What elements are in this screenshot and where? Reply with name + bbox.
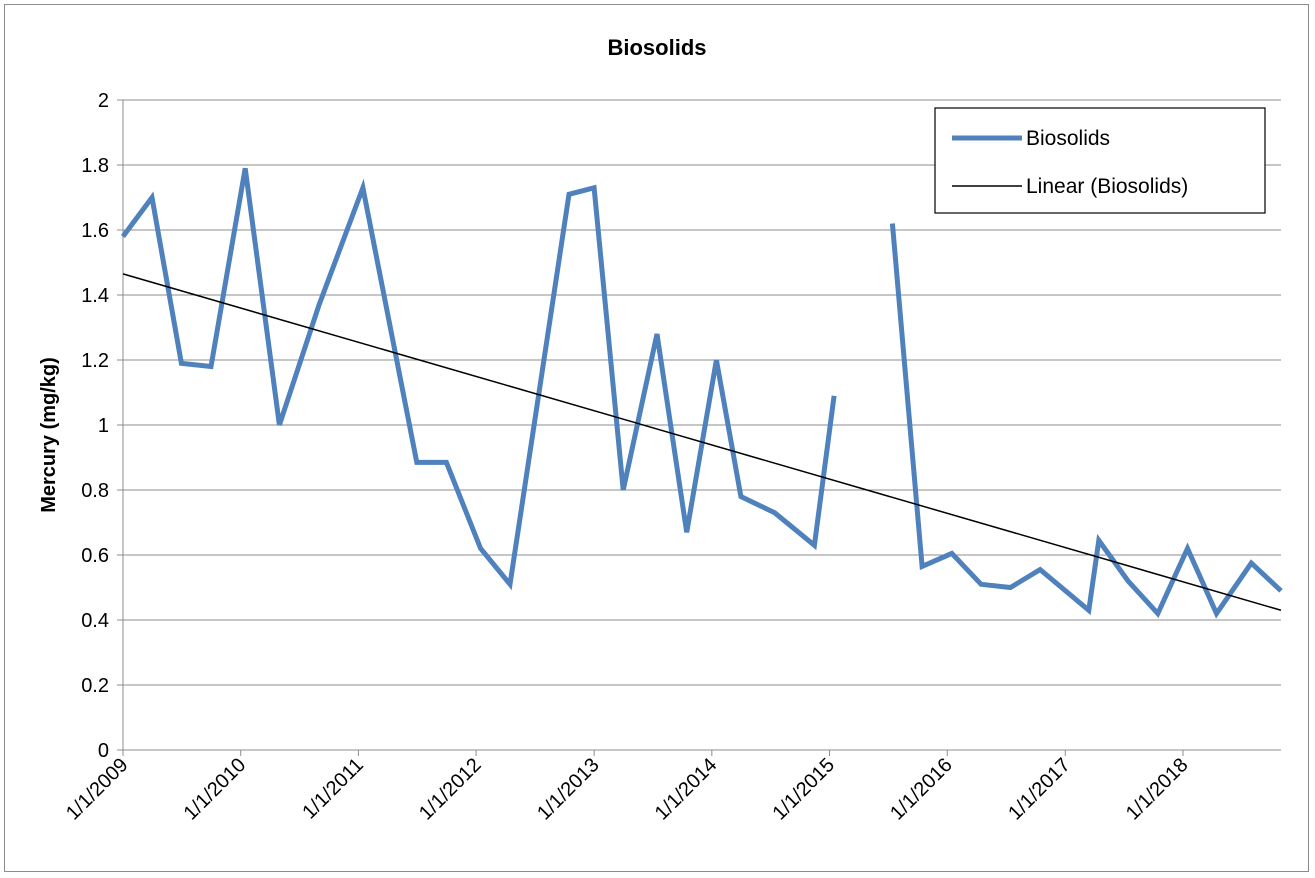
x-tick-label: 1/1/2013 (533, 754, 604, 825)
chart-title: Biosolids (607, 35, 706, 60)
grid-layer (123, 99, 1281, 686)
x-tick-label: 1/1/2014 (651, 754, 722, 825)
x-tick-label: 1/1/2017 (1004, 754, 1075, 825)
x-tick-label: 1/1/2009 (62, 754, 133, 825)
legend: Biosolids Linear (Biosolids) (934, 107, 1266, 214)
x-tick-label: 1/1/2012 (415, 754, 486, 825)
y-tick-label: 2 (98, 90, 109, 112)
series-line-biosolids (889, 223, 1283, 619)
x-tick-label: 1/1/2015 (768, 754, 839, 825)
y-tick-label: 0.8 (81, 480, 109, 502)
y-tick-label: 1.2 (81, 350, 109, 372)
legend-label-linear: Linear (Biosolids) (1026, 175, 1188, 198)
series-line-biosolids (120, 167, 837, 591)
y-tick-label: 0.6 (81, 545, 109, 567)
y-tick-label: 0.4 (81, 610, 109, 632)
x-tick-label: 1/1/2016 (886, 754, 957, 825)
y-tick-label: 1 (98, 415, 109, 437)
x-tick-label: 1/1/2018 (1122, 754, 1193, 825)
y-tick-label: 1.6 (81, 220, 109, 242)
y-axis-label: Mercury (mg/kg) (38, 357, 60, 513)
legend-box (934, 107, 1266, 214)
trendline-linear (122, 273, 1282, 611)
x-tick-label: 1/1/2010 (180, 754, 251, 825)
legend-label-biosolids: Biosolids (1026, 127, 1110, 150)
y-tick-label: 1.4 (81, 285, 109, 307)
y-tick-label: 0.2 (81, 675, 109, 697)
y-tick-label: 1.8 (81, 155, 109, 177)
x-tick-label: 1/1/2011 (298, 754, 368, 824)
series-layer (120, 167, 1283, 619)
y-tick-label: 0 (98, 740, 109, 762)
